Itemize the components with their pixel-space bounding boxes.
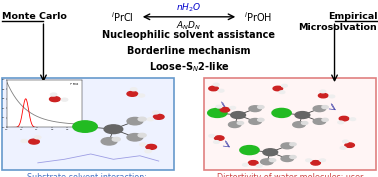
Circle shape	[50, 93, 57, 96]
Circle shape	[138, 133, 146, 137]
Circle shape	[273, 86, 283, 91]
Circle shape	[272, 108, 291, 118]
Text: Borderline mechanism: Borderline mechanism	[127, 46, 251, 56]
Circle shape	[290, 156, 296, 158]
Circle shape	[295, 112, 310, 119]
Circle shape	[34, 136, 41, 139]
Text: $^i$PrCl: $^i$PrCl	[112, 10, 134, 24]
Circle shape	[228, 122, 241, 127]
Circle shape	[237, 122, 243, 124]
Circle shape	[281, 156, 294, 161]
Circle shape	[311, 161, 321, 165]
Circle shape	[73, 121, 97, 132]
Circle shape	[130, 88, 137, 91]
Circle shape	[214, 83, 219, 86]
Text: Substrate-solvent interaction:
Leaving group charge stabilization: Substrate-solvent interaction: Leaving g…	[17, 173, 156, 177]
Circle shape	[248, 161, 258, 165]
Circle shape	[320, 159, 325, 162]
Circle shape	[342, 140, 349, 143]
Bar	[2, 78, 174, 170]
Circle shape	[313, 119, 326, 124]
Circle shape	[258, 118, 264, 121]
Circle shape	[216, 105, 222, 108]
Circle shape	[258, 106, 264, 109]
Circle shape	[61, 98, 68, 101]
Circle shape	[243, 163, 248, 166]
Circle shape	[138, 117, 146, 121]
Circle shape	[282, 84, 287, 87]
Circle shape	[209, 86, 218, 91]
Text: $n$H$_2$O: $n$H$_2$O	[176, 2, 202, 14]
Circle shape	[214, 136, 224, 140]
Circle shape	[293, 122, 305, 127]
Circle shape	[218, 89, 224, 92]
Circle shape	[329, 95, 335, 98]
Circle shape	[127, 91, 138, 96]
Circle shape	[104, 125, 123, 134]
Text: Loose-S$_N$2-like: Loose-S$_N$2-like	[149, 60, 229, 74]
Circle shape	[306, 159, 311, 162]
Circle shape	[322, 106, 328, 109]
Circle shape	[260, 159, 273, 165]
Text: Monte Carlo: Monte Carlo	[2, 12, 67, 21]
Circle shape	[256, 165, 262, 167]
Circle shape	[290, 143, 296, 146]
Circle shape	[138, 94, 145, 97]
Text: $A_N D_N$: $A_N D_N$	[177, 19, 201, 32]
Circle shape	[350, 118, 356, 121]
Circle shape	[153, 111, 159, 114]
Text: Distortivity of water molecules: user-
biased approach: Distortivity of water molecules: user- b…	[217, 173, 366, 177]
Circle shape	[240, 145, 259, 155]
Circle shape	[127, 134, 143, 141]
Circle shape	[322, 118, 328, 121]
Circle shape	[320, 90, 326, 93]
Circle shape	[220, 107, 230, 112]
Circle shape	[50, 97, 60, 102]
Circle shape	[281, 143, 294, 149]
Circle shape	[279, 91, 285, 93]
Circle shape	[147, 118, 153, 121]
Circle shape	[345, 143, 355, 147]
Circle shape	[140, 143, 146, 146]
Text: Empirical
Microsolvation: Empirical Microsolvation	[299, 12, 377, 32]
Circle shape	[208, 108, 227, 118]
Text: $^i$PrOH: $^i$PrOH	[244, 10, 272, 24]
Circle shape	[230, 106, 235, 109]
Circle shape	[249, 119, 262, 124]
Circle shape	[101, 138, 117, 145]
Circle shape	[29, 139, 39, 144]
Circle shape	[270, 159, 276, 162]
Circle shape	[112, 137, 120, 141]
Circle shape	[127, 118, 143, 125]
Circle shape	[209, 135, 215, 137]
Circle shape	[339, 116, 349, 121]
Circle shape	[313, 106, 326, 112]
Circle shape	[318, 93, 328, 98]
Circle shape	[263, 149, 277, 156]
Circle shape	[302, 122, 308, 124]
Circle shape	[146, 144, 156, 149]
Circle shape	[231, 112, 246, 119]
Bar	[204, 78, 376, 170]
Circle shape	[145, 150, 151, 153]
Circle shape	[21, 139, 28, 142]
Circle shape	[340, 147, 346, 149]
Circle shape	[214, 141, 219, 143]
Text: Nucleophilic solvent assistance: Nucleophilic solvent assistance	[102, 30, 276, 40]
Circle shape	[338, 121, 344, 124]
Circle shape	[153, 114, 164, 119]
Circle shape	[249, 106, 262, 112]
